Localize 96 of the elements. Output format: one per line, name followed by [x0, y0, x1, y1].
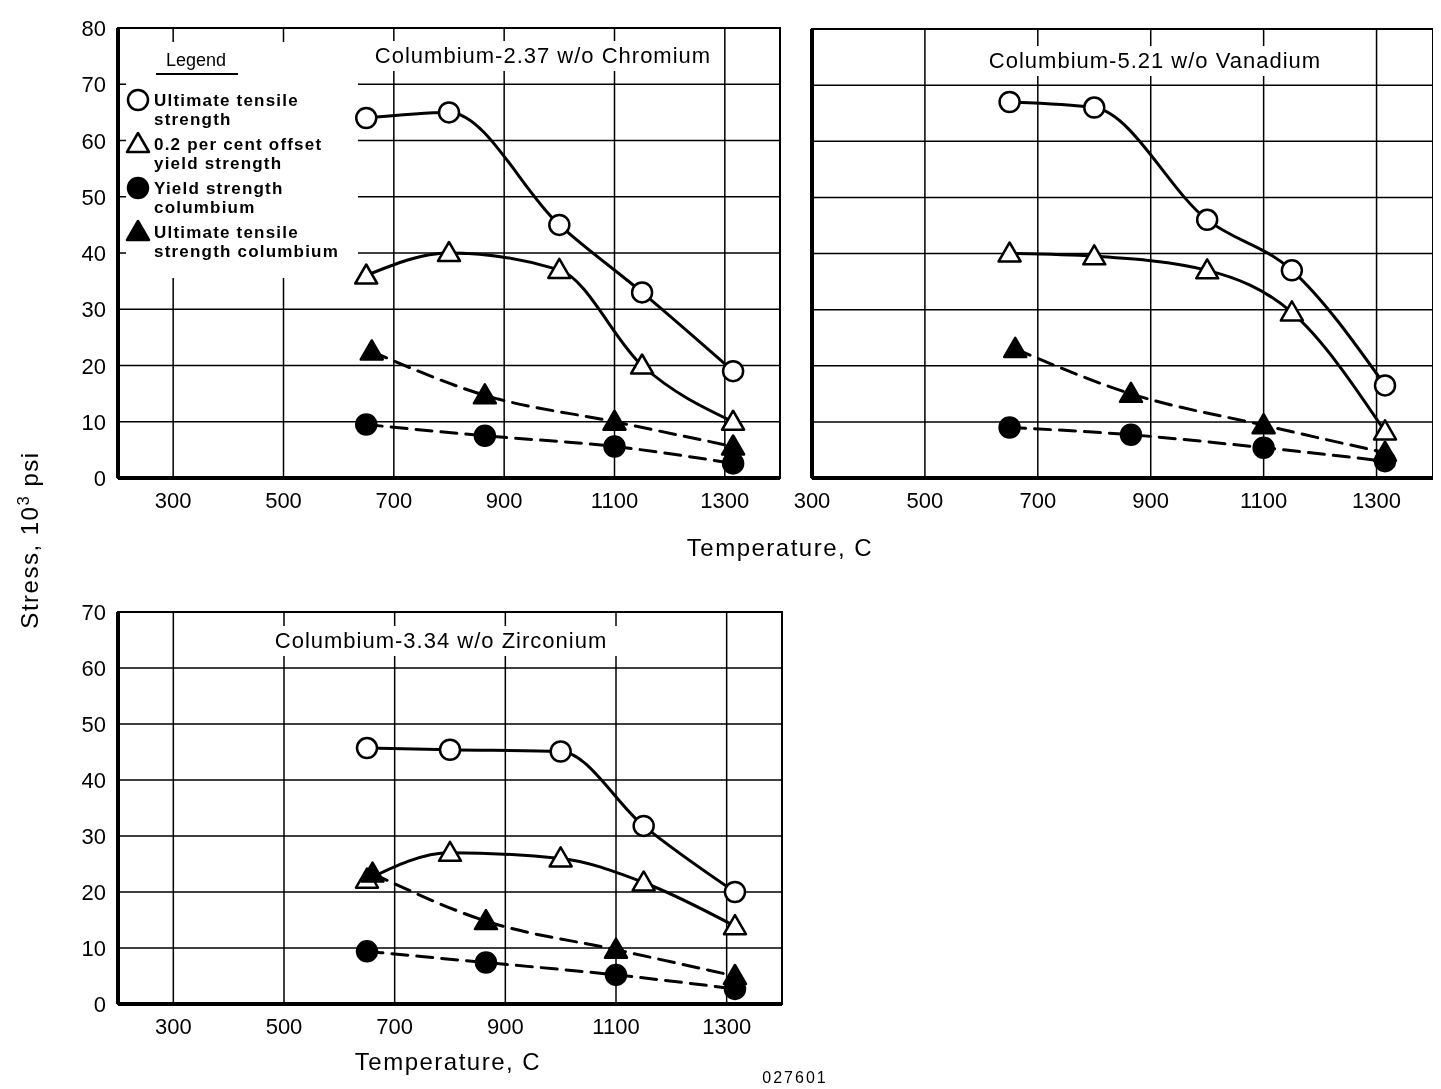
legend-label: Ultimate tensile strength [154, 91, 299, 129]
point [603, 435, 626, 458]
y-tick-label: 80 [81, 16, 106, 41]
point [354, 263, 379, 285]
point [721, 359, 745, 383]
point [631, 870, 656, 892]
x-tick-label: 700 [376, 1014, 414, 1039]
x-tick-label: 900 [1132, 488, 1170, 513]
point [437, 101, 461, 124]
point [1280, 259, 1304, 282]
point [438, 738, 462, 762]
y-tick-label: 20 [81, 880, 106, 905]
point [1251, 412, 1276, 435]
y-tick-label: 30 [81, 824, 106, 849]
x-tick-label: 700 [375, 488, 413, 513]
point [359, 339, 385, 361]
x-tick-label: 300 [154, 1014, 192, 1039]
point [549, 740, 572, 763]
x-tick-label: 1100 [1239, 488, 1288, 513]
point [1082, 244, 1107, 266]
point [1118, 381, 1144, 404]
point [437, 840, 463, 863]
text: Columbium-5.21 w/o Vanadium [988, 48, 1322, 73]
y-tick-label: 0 [93, 466, 106, 491]
point [1083, 96, 1106, 119]
y-tick-label: 60 [81, 656, 106, 681]
text: Columbium-3.34 w/o Zirconium [274, 628, 608, 653]
point [355, 106, 378, 130]
x-tick-label: 1100 [592, 1014, 640, 1039]
point [473, 424, 497, 448]
legend-label: Yield strength columbium [154, 179, 284, 217]
point [1252, 436, 1275, 459]
x-tick-label: 500 [265, 1014, 303, 1039]
point [548, 846, 573, 868]
y-tick-label: 50 [81, 712, 106, 737]
x-tick-label: 500 [906, 488, 944, 513]
x-tick-label: 300 [154, 488, 192, 513]
point [1372, 440, 1398, 462]
y-tick-label: 40 [81, 241, 106, 266]
x-tick-label: 900 [486, 1014, 524, 1039]
point [1194, 258, 1220, 280]
y-tick-label: 60 [81, 128, 106, 154]
point [723, 880, 747, 904]
x-tick-label: 1100 [590, 488, 639, 513]
point [722, 913, 748, 936]
point [355, 940, 379, 963]
y-tick-label: 20 [81, 353, 106, 379]
point [604, 963, 628, 987]
point [720, 409, 746, 431]
point [548, 213, 571, 237]
point [630, 281, 654, 304]
y-tick-label: 50 [81, 184, 106, 210]
point [1119, 423, 1143, 447]
point [547, 257, 572, 280]
point [998, 90, 1021, 114]
point [720, 434, 746, 456]
y-tick-label: 40 [81, 768, 106, 793]
point [474, 951, 498, 974]
point [355, 413, 378, 436]
y-tick-label: 10 [81, 936, 106, 961]
y-tick-label: 30 [81, 297, 106, 323]
x-tick-label: 900 [485, 488, 523, 513]
point [360, 861, 385, 883]
y-tick-label: 10 [81, 409, 106, 435]
legend-label: 0.2 per cent offset yield strength [154, 135, 323, 173]
point [1279, 300, 1305, 322]
point [1195, 208, 1219, 232]
x-axis-title: Temperature, C [354, 1048, 542, 1075]
x-tick-label: 300 [793, 488, 831, 513]
legend-title: Legend [165, 50, 227, 70]
x-tick-label: 1300 [702, 1014, 752, 1039]
point [997, 241, 1022, 263]
y-tick-label: 70 [81, 72, 106, 98]
point [998, 416, 1021, 439]
legend-label: Ultimate tensile strength columbium [154, 223, 339, 261]
x-tick-label: 1300 [700, 488, 750, 513]
point [355, 736, 379, 760]
point [632, 814, 655, 838]
x-axis-title: Temperature, C [686, 534, 874, 561]
point [1372, 419, 1398, 441]
y-tick-label: 70 [81, 600, 106, 625]
point [629, 353, 655, 375]
x-tick-label: 700 [1019, 488, 1057, 513]
point [436, 240, 462, 263]
point [722, 963, 748, 986]
point [1373, 374, 1397, 397]
text: 027601 [762, 1069, 828, 1086]
point [472, 383, 498, 405]
y-tick-label: 0 [93, 992, 106, 1017]
text: Columbium-2.37 w/o Chromium [374, 43, 712, 68]
point [603, 937, 629, 959]
x-tick-label: 1300 [1352, 488, 1402, 513]
point [473, 908, 499, 931]
x-tick-label: 500 [265, 488, 302, 513]
point [602, 409, 627, 431]
point [1002, 336, 1028, 359]
